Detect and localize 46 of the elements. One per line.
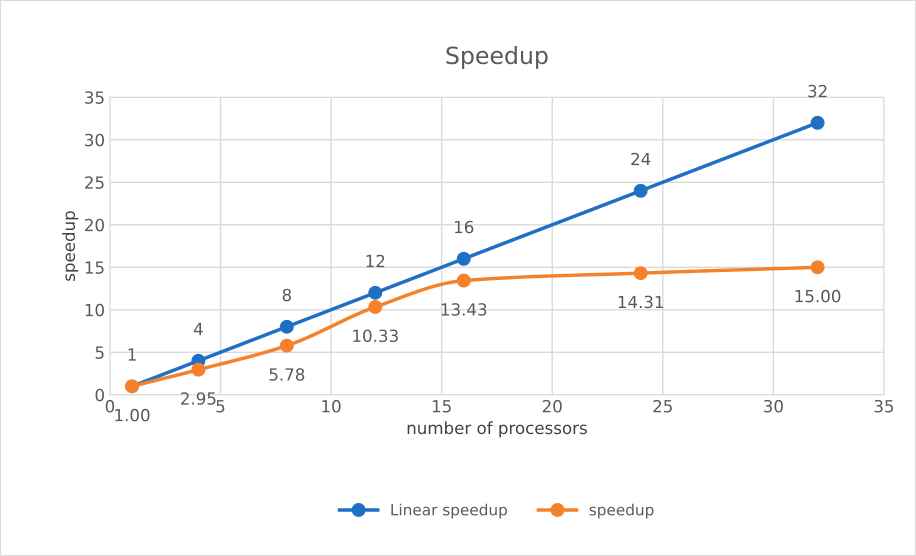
data-label: 32 (808, 84, 827, 98)
data-label: 13.43 (442, 303, 486, 316)
x-tick-label: 10 (322, 400, 341, 413)
y-tick-label: 35 (85, 91, 104, 104)
data-label: 2.95 (181, 392, 216, 405)
point (191, 362, 206, 377)
data-label: 16 (454, 220, 474, 234)
x-tick-label: 5 (216, 400, 224, 413)
data-label: 14.31 (618, 296, 663, 308)
point (368, 286, 382, 300)
data-label: 4 (194, 322, 203, 336)
point (280, 320, 294, 334)
y-tick-label: 10 (86, 304, 104, 316)
data-label: 12 (366, 254, 384, 268)
data-label: 8 (282, 288, 291, 302)
x-tick-label: 20 (542, 400, 562, 413)
y-tick-label: 20 (85, 218, 104, 232)
x-tick-label: 15 (432, 400, 451, 413)
x-tick-label: 30 (764, 400, 783, 413)
y-tick-label: 25 (85, 176, 104, 189)
legend-label: speedup (590, 504, 654, 518)
x-tick-label: 0 (106, 400, 114, 413)
y-axis-title: speedup (62, 211, 78, 281)
point (456, 274, 471, 288)
point (368, 300, 382, 314)
point (634, 266, 648, 280)
legend-label: Linear speedup (391, 504, 507, 518)
point (810, 260, 825, 274)
point (810, 116, 825, 130)
point (634, 184, 648, 198)
data-label: 1 (128, 348, 136, 361)
x-tick-label: 35 (874, 400, 894, 413)
data-label: 5.78 (270, 368, 304, 381)
y-tick-label: 0 (96, 388, 104, 402)
x-axis-title: number of processors (408, 421, 587, 438)
point (280, 338, 294, 353)
data-label: 10.33 (353, 329, 398, 342)
x-tick-label: 25 (653, 400, 672, 413)
y-tick-label: 5 (96, 346, 104, 359)
y-tick-label: 30 (85, 134, 104, 146)
data-label: 24 (631, 152, 650, 166)
y-tick-label: 15 (86, 261, 104, 274)
data-label: 1.00 (115, 408, 150, 422)
data-label: 15.00 (796, 290, 840, 302)
chart-title: Speedup (446, 46, 548, 69)
point (456, 252, 471, 266)
